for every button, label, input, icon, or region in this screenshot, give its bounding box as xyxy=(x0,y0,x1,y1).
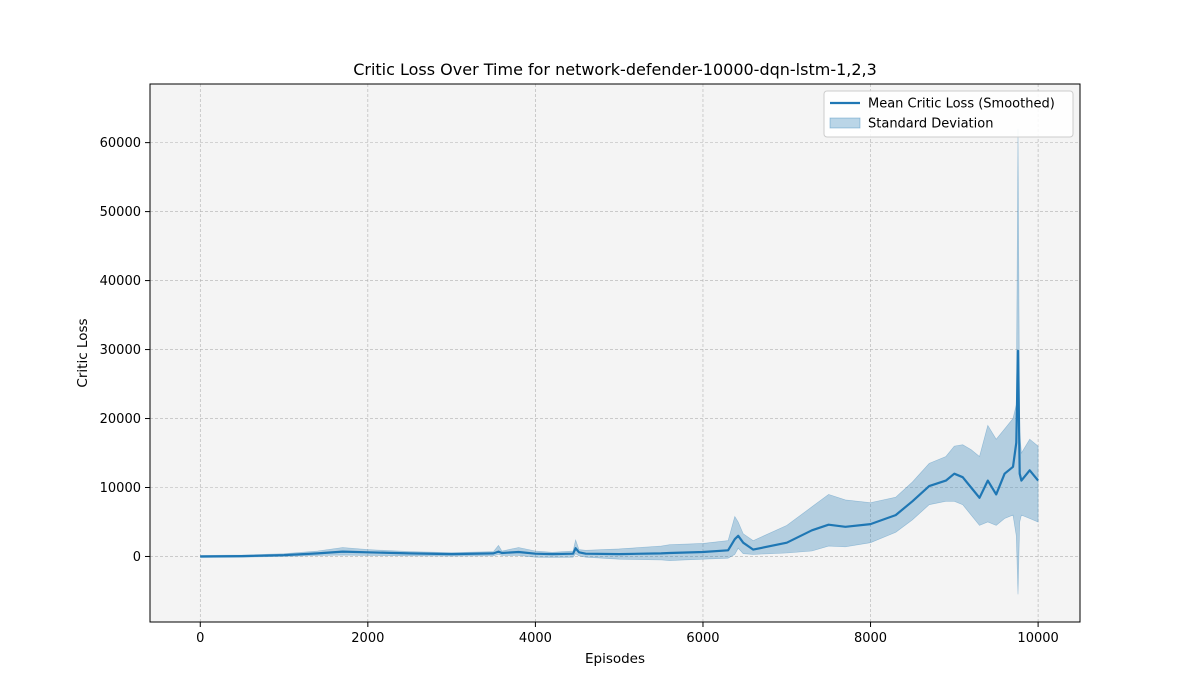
x-tick-label: 4000 xyxy=(519,631,552,646)
plot-background xyxy=(150,84,1080,622)
x-tick-label: 0 xyxy=(196,631,204,646)
y-tick-label: 30000 xyxy=(100,343,141,358)
std-band xyxy=(200,128,1039,595)
x-tick-label: 2000 xyxy=(351,631,384,646)
legend-entry-std: Standard Deviation xyxy=(868,117,993,132)
legend-box xyxy=(823,90,1074,138)
legend-entry-mean: Mean Critic Loss (Smoothed) xyxy=(868,97,1055,112)
x-tick-label: 8000 xyxy=(854,631,887,646)
x-tick-label: 10000 xyxy=(1017,631,1058,646)
y-axis: 0 10000 20000 30000 40000 50000 60000 xyxy=(100,136,150,565)
mean-line xyxy=(200,349,1039,558)
y-tick-label: 10000 xyxy=(100,481,141,496)
y-tick-label: 40000 xyxy=(100,274,141,289)
grid xyxy=(150,84,1080,622)
x-axis: 0 2000 4000 6000 8000 10000 xyxy=(196,622,1059,646)
y-axis-label: Critic Loss xyxy=(75,318,91,387)
x-axis-label: Episodes xyxy=(585,651,645,667)
x-tick-label: 6000 xyxy=(686,631,719,646)
legend: Mean Critic Loss (Smoothed) Standard Dev… xyxy=(823,90,1074,138)
y-tick-label: 20000 xyxy=(100,412,141,427)
plot-frame xyxy=(149,83,1081,623)
chart-title: Critic Loss Over Time for network-defend… xyxy=(353,60,877,79)
y-tick-label: 0 xyxy=(133,550,141,565)
y-tick-label: 50000 xyxy=(100,205,141,220)
y-tick-label: 60000 xyxy=(100,136,141,151)
legend-band-swatch xyxy=(829,117,861,129)
